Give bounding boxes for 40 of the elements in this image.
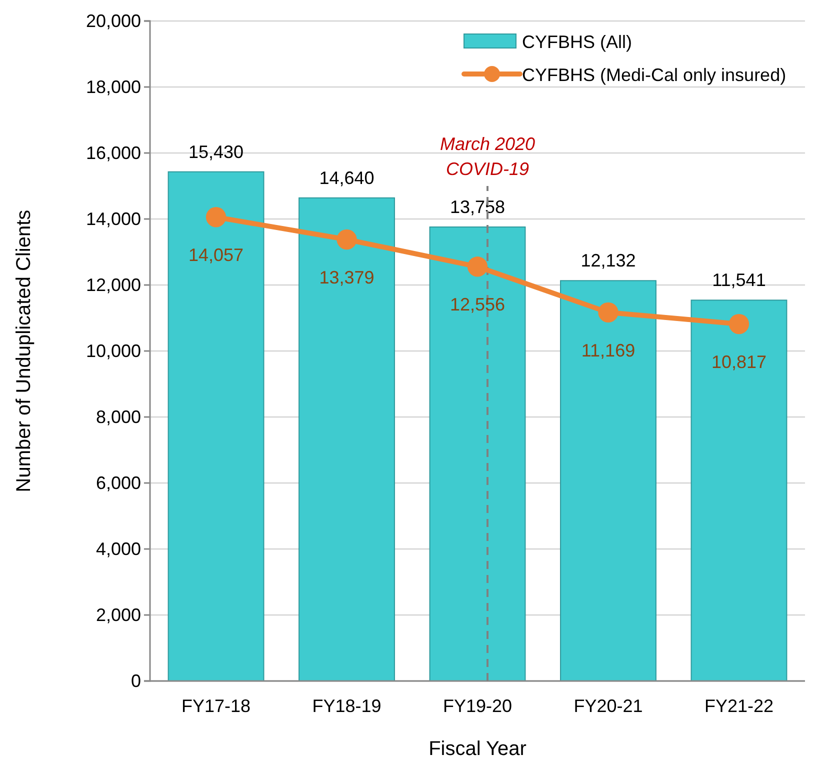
y-tick-label: 10,000 — [86, 340, 141, 361]
bar — [298, 197, 395, 682]
data-label: 10,817 — [711, 352, 767, 372]
bar — [560, 280, 656, 682]
point — [206, 207, 226, 228]
x-tick-label: FY19-20 — [442, 696, 512, 716]
data-label: 11,541 — [712, 270, 766, 290]
y-tick-label: 6,000 — [96, 472, 141, 493]
bar — [690, 300, 788, 682]
y-tick-label: 18,000 — [86, 76, 141, 97]
point — [467, 256, 488, 277]
legend-label: CYFBHS (Medi-Cal only insured) — [522, 65, 786, 85]
data-label: 12,556 — [450, 294, 506, 315]
data-label: 11,169 — [581, 340, 636, 360]
x-tick-label: FY17-18 — [182, 696, 251, 716]
y-tick-label: 4,000 — [96, 538, 141, 559]
y-tick-label: 2,000 — [96, 604, 141, 625]
data-label: 14,057 — [188, 245, 244, 266]
y-tick-label: 8,000 — [96, 406, 141, 427]
point — [336, 229, 357, 250]
legend-label: CYFBHS (All) — [522, 32, 632, 52]
y-tick-label: 20,000 — [86, 10, 141, 31]
point — [598, 302, 618, 322]
data-label: 12,132 — [580, 250, 636, 271]
bar — [429, 226, 526, 682]
ref-line-label: March 2020 COVID-19 — [440, 134, 536, 179]
x-tick-label: FY18-19 — [312, 696, 382, 716]
y-tick-label: 0 — [130, 670, 141, 691]
y-tick-label: 16,000 — [86, 142, 141, 163]
data-label: 13,379 — [319, 267, 374, 288]
y-axis-title: Number of Unduplicated Clients — [13, 210, 35, 492]
y-tick-label: 14,000 — [86, 208, 141, 229]
x-tick-label: FY21-22 — [704, 696, 774, 716]
data-label: 15,430 — [188, 142, 244, 162]
data-label: 14,640 — [319, 168, 374, 188]
point — [728, 314, 750, 334]
bar — [168, 171, 264, 682]
x-tick-label: FY20-21 — [574, 696, 643, 716]
x-axis-title: Fiscal Year — [428, 738, 527, 760]
y-tick-label: 12,000 — [86, 274, 141, 295]
